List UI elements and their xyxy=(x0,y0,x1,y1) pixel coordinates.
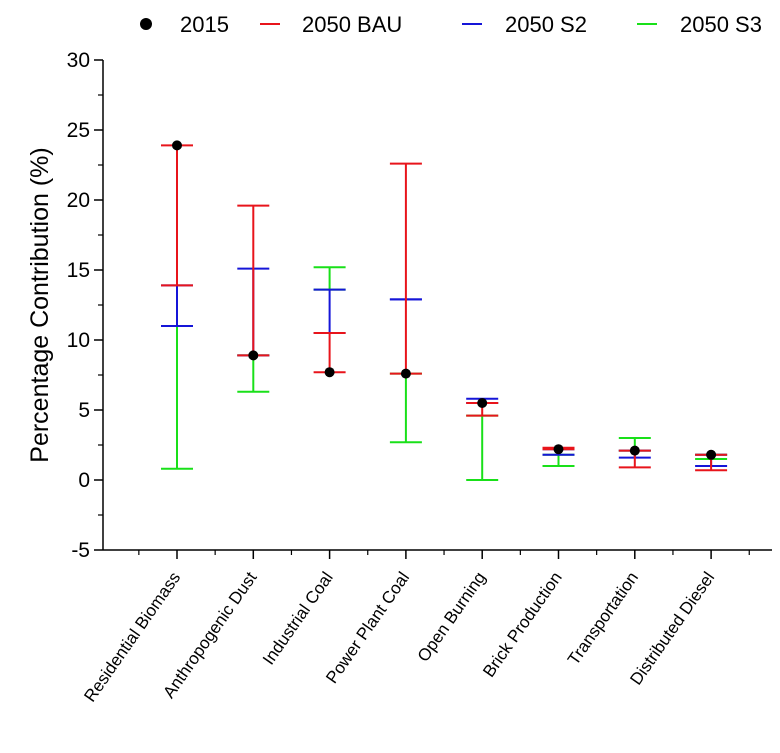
y-tick-label: 15 xyxy=(67,259,90,282)
legend-item-2050-bau: 2050 BAU xyxy=(260,12,402,37)
legend-label: 2050 S2 xyxy=(505,12,587,37)
range-mark-2050-s2 xyxy=(161,284,193,327)
range-mark-2050-bau xyxy=(313,332,346,374)
series-marks xyxy=(161,140,728,481)
x-category-label: Open Burning xyxy=(414,568,490,665)
range-mark-2050-s2 xyxy=(313,288,346,334)
y-tick-label: 10 xyxy=(67,329,90,352)
point-2015 xyxy=(706,449,717,460)
y-tick-label: 25 xyxy=(67,119,90,142)
legend-swatch xyxy=(140,18,152,30)
legend-item-2050-s3: 2050 S3 xyxy=(637,12,762,37)
legend-label: 2015 xyxy=(180,12,229,37)
point-2015 xyxy=(629,445,640,456)
y-axis-label: Percentage Contribution (%) xyxy=(26,147,54,462)
legend-label: 2050 BAU xyxy=(302,12,402,37)
range-mark-2050-bau xyxy=(389,162,422,375)
x-category-label: Power Plant Coal xyxy=(322,568,413,686)
x-category-label: Transportation xyxy=(564,568,642,668)
x-category-label: Industrial Coal xyxy=(259,568,337,668)
legend-item-2015: 2015 xyxy=(140,12,229,37)
point-2015 xyxy=(324,367,335,378)
range-mark-2050-s3 xyxy=(542,453,575,467)
y-tick-label: 20 xyxy=(67,189,90,212)
range-mark-2050-s3 xyxy=(237,354,270,393)
y-tick-label: 0 xyxy=(78,469,90,492)
range-mark-2050-bau xyxy=(161,144,193,287)
y-tick-label: 30 xyxy=(67,49,90,72)
legend-label: 2050 S3 xyxy=(680,12,762,37)
range-mark-2050-s3 xyxy=(466,414,499,481)
point-2015 xyxy=(248,350,259,361)
legend-item-2050-s2: 2050 S2 xyxy=(462,12,587,37)
range-mark-2050-bau xyxy=(237,204,270,357)
y-tick-label: 5 xyxy=(78,399,90,422)
range-mark-2050-s3 xyxy=(389,372,422,444)
x-category-label: Distributed Diesel xyxy=(626,568,718,688)
point-2015 xyxy=(400,368,411,379)
range-mark-2050-s3 xyxy=(161,325,193,470)
point-2015 xyxy=(553,444,564,455)
point-2015 xyxy=(477,398,488,408)
point-2015 xyxy=(172,140,182,151)
range-mark-2050-s3 xyxy=(313,266,346,291)
legend: 2015 2050 BAU 2050 S2 2050 S3 xyxy=(140,12,762,37)
x-category-label: Brick Production xyxy=(479,568,566,680)
y-tick-label: -5 xyxy=(71,539,90,562)
